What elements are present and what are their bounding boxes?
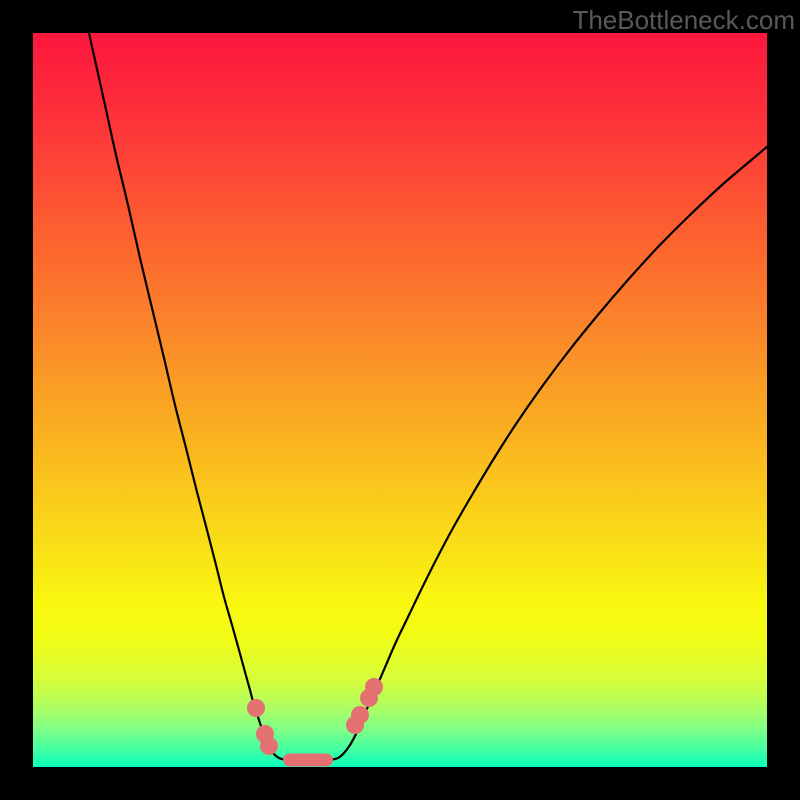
valley-band xyxy=(283,754,333,767)
marker-dot xyxy=(351,706,369,724)
marker-dot xyxy=(247,699,265,717)
watermark: TheBottleneck.com xyxy=(572,5,795,36)
marker-dot xyxy=(365,678,383,696)
chart-overlay xyxy=(0,0,800,800)
marker-dot xyxy=(260,737,278,755)
curve-left xyxy=(87,24,286,760)
curve-right xyxy=(330,146,768,760)
